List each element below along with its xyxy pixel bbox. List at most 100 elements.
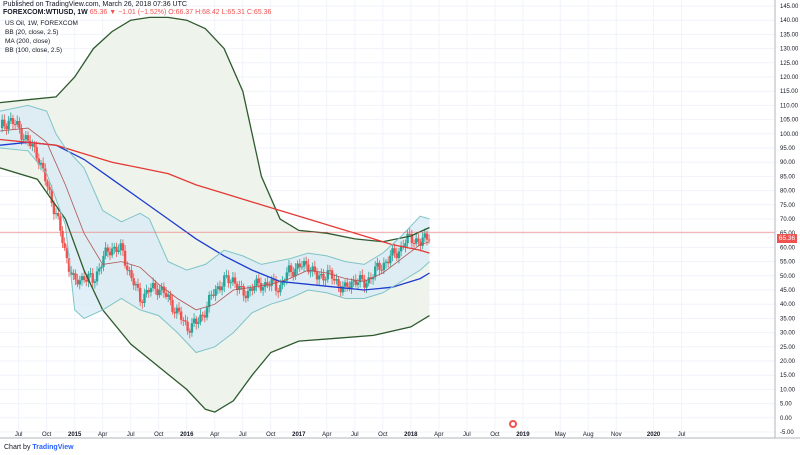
candle-body bbox=[0, 119, 4, 129]
bb100-legend[interactable]: BB (100, close, 2.5) bbox=[5, 47, 63, 54]
candle bbox=[160, 282, 163, 296]
candle-body bbox=[227, 275, 230, 283]
candle bbox=[207, 291, 211, 313]
candle-body bbox=[130, 270, 133, 279]
candle bbox=[78, 275, 81, 290]
candle-body bbox=[414, 238, 418, 244]
candle-body bbox=[300, 266, 304, 268]
candle bbox=[65, 244, 69, 264]
price-tick-label: 55.00 bbox=[780, 260, 796, 266]
candle bbox=[229, 279, 232, 289]
candle-body bbox=[59, 216, 62, 231]
candle bbox=[313, 260, 317, 275]
candle bbox=[309, 267, 312, 278]
price-tick-label: 70.00 bbox=[780, 217, 796, 223]
ma200-legend[interactable]: MA (200, close) bbox=[5, 38, 51, 45]
candle-body bbox=[423, 233, 427, 238]
time-axis[interactable]: Jul Oct 2015 Apr Jul Oct 2016 Apr Jul Oct 2017 Apr J… bbox=[15, 432, 686, 438]
candle-body bbox=[298, 263, 301, 268]
time-tick-label: 2015 bbox=[68, 432, 82, 438]
price-tick-label: 135.00 bbox=[780, 32, 799, 38]
candle-body bbox=[207, 294, 211, 308]
price-tick-label: -5.00 bbox=[780, 430, 794, 436]
candle-body bbox=[37, 158, 41, 165]
price-tick-label: 5.00 bbox=[780, 402, 792, 408]
candle bbox=[199, 309, 202, 326]
candle-body bbox=[326, 270, 329, 280]
candle-body bbox=[39, 162, 43, 165]
candle-body bbox=[412, 243, 416, 245]
candle-body bbox=[7, 120, 10, 130]
candle-body bbox=[257, 278, 260, 284]
price-tick-label: 115.00 bbox=[780, 89, 799, 95]
event-marker-icon[interactable] bbox=[509, 420, 517, 428]
candle-body bbox=[13, 124, 17, 126]
candle-body bbox=[350, 281, 353, 289]
candle-body bbox=[110, 248, 114, 256]
published-note: Published on TradingView.com, March 26, … bbox=[3, 1, 187, 8]
candle-body bbox=[119, 243, 122, 251]
candle-body bbox=[276, 290, 280, 293]
price-axis[interactable]: -5.00 0.00 5.00 10.00 15.00 20.00 25.00 30.00 35… bbox=[780, 4, 799, 436]
candle-body bbox=[156, 288, 159, 296]
candle bbox=[39, 160, 43, 171]
candle-body bbox=[63, 243, 66, 249]
candle-body bbox=[184, 320, 187, 322]
candle bbox=[5, 123, 8, 135]
candle-body bbox=[186, 321, 189, 331]
candle bbox=[147, 287, 150, 298]
candle bbox=[151, 277, 155, 292]
candle-body bbox=[16, 121, 19, 125]
candle-body bbox=[382, 262, 386, 271]
candle-body bbox=[399, 245, 403, 252]
candle-body bbox=[190, 323, 194, 333]
time-tick-label: 2017 bbox=[292, 432, 306, 438]
candle bbox=[113, 243, 116, 254]
candle bbox=[95, 266, 99, 286]
candle bbox=[9, 112, 12, 125]
candle-body bbox=[279, 285, 282, 293]
price-tick-label: 35.00 bbox=[780, 316, 796, 322]
series-legend[interactable]: US Oil, 1W, FOREXCOM bbox=[5, 20, 78, 27]
candle-body bbox=[283, 280, 286, 282]
candle-body bbox=[421, 237, 424, 246]
candle bbox=[132, 273, 135, 290]
bb20-legend[interactable]: BB (20, close, 2.5) bbox=[5, 29, 59, 36]
candle bbox=[74, 269, 77, 285]
candle bbox=[389, 250, 392, 267]
candle bbox=[339, 281, 342, 297]
candle-body bbox=[149, 288, 153, 293]
candle bbox=[91, 268, 94, 287]
candle bbox=[276, 287, 280, 298]
candle bbox=[190, 317, 194, 337]
candle-body bbox=[317, 275, 321, 280]
candle bbox=[412, 239, 416, 249]
candle bbox=[382, 257, 386, 275]
time-tick-label: Jul bbox=[351, 432, 359, 438]
candle bbox=[186, 316, 189, 336]
candle bbox=[216, 282, 219, 295]
candle bbox=[410, 229, 414, 249]
candle-body bbox=[175, 307, 179, 314]
candle bbox=[85, 275, 88, 287]
candle bbox=[104, 242, 107, 260]
candle bbox=[326, 264, 329, 283]
candle bbox=[100, 264, 103, 275]
candle-body bbox=[65, 248, 69, 259]
candle-body bbox=[61, 230, 64, 244]
candle bbox=[167, 290, 170, 303]
candle-body bbox=[93, 281, 97, 283]
candle-body bbox=[296, 263, 299, 269]
candle-body bbox=[108, 251, 112, 256]
candle bbox=[31, 139, 34, 152]
tradingview-logo[interactable]: Chart by TradingView bbox=[4, 444, 74, 451]
candle bbox=[37, 153, 41, 170]
time-tick-label: Oct bbox=[154, 432, 164, 438]
time-tick-label: Aug bbox=[583, 432, 594, 438]
candle-body bbox=[91, 273, 94, 283]
candle-body bbox=[138, 287, 142, 302]
candle-body bbox=[95, 271, 99, 282]
candle-body bbox=[203, 315, 207, 318]
candle bbox=[214, 285, 217, 302]
